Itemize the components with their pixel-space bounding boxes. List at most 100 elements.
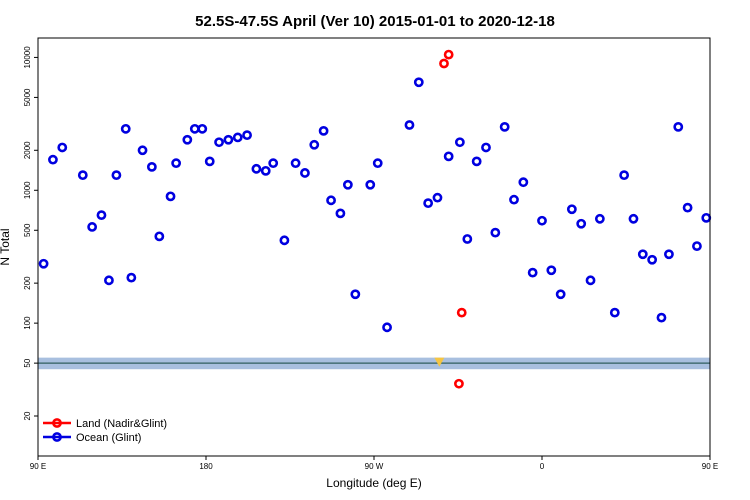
y-tick-label: 20 [23, 411, 32, 420]
y-tick-label: 200 [23, 276, 32, 290]
ocean-point [365, 179, 376, 190]
ocean-point [57, 142, 68, 153]
ocean-point [372, 158, 383, 169]
ocean-point [682, 202, 693, 213]
y-tick-label: 10000 [23, 46, 32, 69]
ocean-point [576, 218, 587, 229]
ocean-point [146, 161, 157, 172]
plot-area-frame [37, 37, 711, 457]
ocean-point [432, 192, 443, 203]
ocean-point [555, 289, 566, 300]
ocean-point [594, 213, 605, 224]
ocean-point [404, 120, 415, 130]
reference-band [38, 357, 710, 370]
ocean-point [300, 168, 310, 178]
y-axis: 20 50 100 200 500 1000 2000 5000 10000 [23, 46, 38, 420]
chart-title: 52.5S-47.5S April (Ver 10) 2015-01-01 to… [195, 13, 555, 30]
ocean-point [223, 134, 234, 145]
ocean-point [566, 204, 577, 215]
ocean-point [38, 258, 49, 269]
land-point [443, 49, 454, 60]
ocean-point [171, 158, 182, 169]
ocean-point [126, 272, 137, 283]
ocean-point [290, 158, 301, 169]
ocean-point [619, 170, 630, 181]
legend-label: Ocean (Glint) [76, 432, 141, 444]
ocean-point [77, 170, 88, 181]
ocean-point [664, 249, 674, 260]
ocean-point [423, 198, 434, 209]
x-axis-title: Longitude (deg E) [326, 476, 421, 490]
ocean-point [260, 165, 271, 176]
y-tick-label: 50 [23, 358, 32, 367]
ocean-point [454, 137, 465, 148]
ocean-point [251, 163, 262, 174]
ocean-point [48, 154, 58, 165]
land-point [454, 378, 464, 389]
y-tick-label: 5000 [23, 88, 32, 106]
ocean-point [609, 307, 620, 318]
ocean-point [120, 123, 131, 134]
y-axis-title: N Total [0, 228, 12, 265]
ocean-point [656, 312, 667, 323]
ocean-point [692, 241, 702, 252]
y-tick-label: 2000 [23, 141, 32, 159]
data-points [38, 49, 712, 389]
land-point [439, 58, 449, 69]
ocean-point [242, 130, 252, 141]
legend-label: Land (Nadir&Glint) [76, 418, 167, 430]
ocean-point [154, 231, 165, 242]
y-tick-label: 1000 [23, 181, 32, 199]
ocean-point [509, 194, 519, 205]
legend-marker [52, 432, 62, 442]
y-tick-label: 100 [23, 316, 32, 330]
land-point [456, 307, 467, 318]
ocean-point [546, 265, 557, 276]
ocean-point [628, 213, 639, 224]
ocean-point [637, 249, 648, 260]
ocean-point [214, 137, 224, 148]
ocean-point [443, 151, 454, 162]
ocean-point [342, 179, 353, 190]
ocean-point [232, 132, 243, 143]
ocean-point [87, 222, 98, 232]
ocean-point [318, 125, 329, 136]
ocean-point [326, 195, 336, 206]
ocean-point [104, 275, 114, 286]
ocean-point [413, 77, 424, 88]
ocean-point [481, 142, 491, 153]
x-tick-label: 180 [199, 462, 213, 471]
ocean-point [499, 121, 510, 132]
legend-marker [52, 418, 62, 428]
ocean-point [518, 177, 529, 188]
ocean-point [204, 156, 215, 167]
ocean-point [537, 215, 547, 226]
ocean-point [137, 145, 148, 156]
ocean-point [309, 139, 320, 150]
x-axis: 90 E 180 90 W 0 90 E [30, 456, 718, 471]
band-marker [434, 357, 445, 367]
x-tick-label: 90 E [702, 462, 718, 471]
ocean-point [335, 208, 346, 219]
ocean-point [382, 322, 392, 333]
x-tick-label: 90 E [30, 462, 46, 471]
ocean-point [527, 267, 538, 278]
ocean-point [279, 235, 290, 246]
ocean-point [701, 212, 712, 223]
ocean-point [462, 234, 473, 244]
ocean-point [471, 156, 482, 167]
ocean-point [268, 158, 279, 169]
ocean-point [96, 210, 107, 221]
ocean-point [673, 121, 684, 132]
ocean-point [647, 254, 658, 265]
ocean-point [350, 289, 361, 300]
ocean-point [490, 227, 501, 238]
ocean-point [182, 134, 193, 145]
x-tick-label: 0 [540, 462, 545, 471]
ocean-point [189, 123, 200, 134]
y-tick-label: 500 [23, 223, 32, 237]
x-tick-label: 90 W [365, 462, 384, 471]
ocean-point [197, 123, 208, 134]
ocean-point [585, 275, 596, 286]
